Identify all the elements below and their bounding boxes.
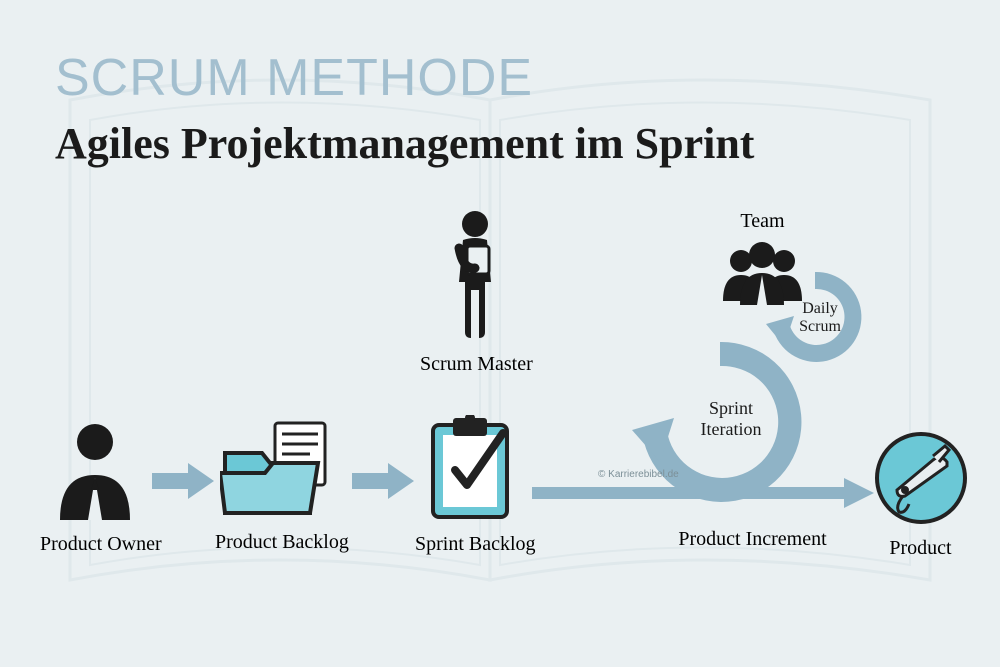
arrow-2 — [352, 463, 414, 499]
node-label: Product Backlog — [215, 531, 345, 554]
node-label: Product Owner — [40, 533, 150, 556]
heading-primary: SCRUM METHODE — [55, 48, 533, 108]
node-label: Product — [868, 537, 973, 560]
heading-secondary: Agiles Projektmanagement im Sprint — [55, 118, 754, 169]
standing-person-icon — [435, 210, 515, 340]
node-product-owner: Product Owner — [40, 420, 150, 556]
node-label: Scrum Master — [420, 353, 530, 376]
arrow-1 — [152, 463, 214, 499]
node-label: Team — [710, 210, 815, 233]
infographic-canvas: SCRUM METHODE Agiles Projektmanagement i… — [0, 0, 1000, 667]
node-product-backlog: Product Backlog — [215, 418, 345, 554]
folder-docs-icon — [220, 418, 340, 518]
node-product: Product — [868, 432, 973, 560]
clipboard-check-icon — [425, 415, 515, 520]
sprint-iteration-label: Sprint Iteration — [686, 398, 776, 439]
node-label: Product Increment — [660, 528, 845, 551]
node-sprint-backlog: Sprint Backlog — [415, 415, 525, 556]
node-scrum-master: Scrum Master — [420, 210, 530, 376]
swiss-knife-icon — [875, 432, 967, 524]
node-product-increment: Product Increment — [660, 520, 845, 551]
node-label: Sprint Backlog — [415, 533, 525, 556]
daily-scrum-label: Daily Scrum — [790, 300, 850, 335]
copyright-text: © Karrierebibel.de — [598, 469, 679, 480]
person-suit-icon — [50, 420, 140, 520]
